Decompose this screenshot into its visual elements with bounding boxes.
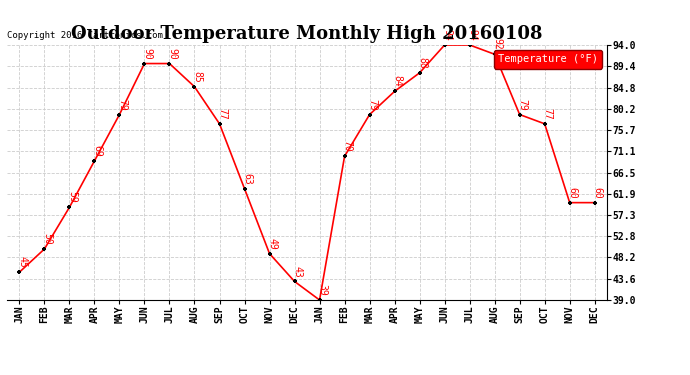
Point — [489, 51, 500, 57]
Text: 79: 79 — [117, 99, 127, 110]
Text: 94: 94 — [442, 29, 453, 41]
Point — [589, 200, 600, 206]
Text: 70: 70 — [342, 140, 353, 152]
Text: 88: 88 — [417, 57, 427, 69]
Text: 90: 90 — [142, 48, 152, 59]
Text: 84: 84 — [393, 75, 402, 87]
Text: 85: 85 — [193, 71, 202, 82]
Text: 63: 63 — [242, 173, 253, 184]
Point — [164, 60, 175, 66]
Point — [14, 269, 25, 275]
Text: 60: 60 — [593, 187, 602, 198]
Point — [539, 121, 550, 127]
Point — [214, 121, 225, 127]
Point — [89, 158, 100, 164]
Text: 90: 90 — [167, 48, 177, 59]
Text: Copyright 2016 Cartronics.com: Copyright 2016 Cartronics.com — [7, 31, 163, 40]
Point — [439, 42, 450, 48]
Point — [414, 70, 425, 76]
Text: 69: 69 — [92, 145, 102, 157]
Point — [389, 88, 400, 94]
Point — [464, 42, 475, 48]
Point — [114, 111, 125, 117]
Title: Outdoor Temperature Monthly High 20160108: Outdoor Temperature Monthly High 2016010… — [71, 26, 543, 44]
Point — [564, 200, 575, 206]
Point — [314, 297, 325, 303]
Point — [514, 111, 525, 117]
Text: 79: 79 — [518, 99, 527, 110]
Text: 50: 50 — [42, 233, 52, 245]
Point — [339, 153, 350, 159]
Text: 92: 92 — [493, 38, 502, 50]
Legend: Temperature (°F): Temperature (°F) — [493, 50, 602, 69]
Text: 77: 77 — [542, 108, 553, 120]
Point — [139, 60, 150, 66]
Text: 77: 77 — [217, 108, 227, 120]
Point — [364, 111, 375, 117]
Text: 94: 94 — [467, 29, 477, 41]
Point — [289, 279, 300, 285]
Text: 59: 59 — [67, 191, 77, 203]
Text: 79: 79 — [367, 99, 377, 110]
Point — [64, 204, 75, 210]
Text: 49: 49 — [267, 238, 277, 249]
Point — [239, 186, 250, 192]
Text: 43: 43 — [293, 266, 302, 277]
Point — [189, 84, 200, 90]
Point — [39, 246, 50, 252]
Text: 60: 60 — [567, 187, 578, 198]
Text: 45: 45 — [17, 256, 27, 268]
Point — [264, 251, 275, 257]
Text: 39: 39 — [317, 284, 327, 296]
